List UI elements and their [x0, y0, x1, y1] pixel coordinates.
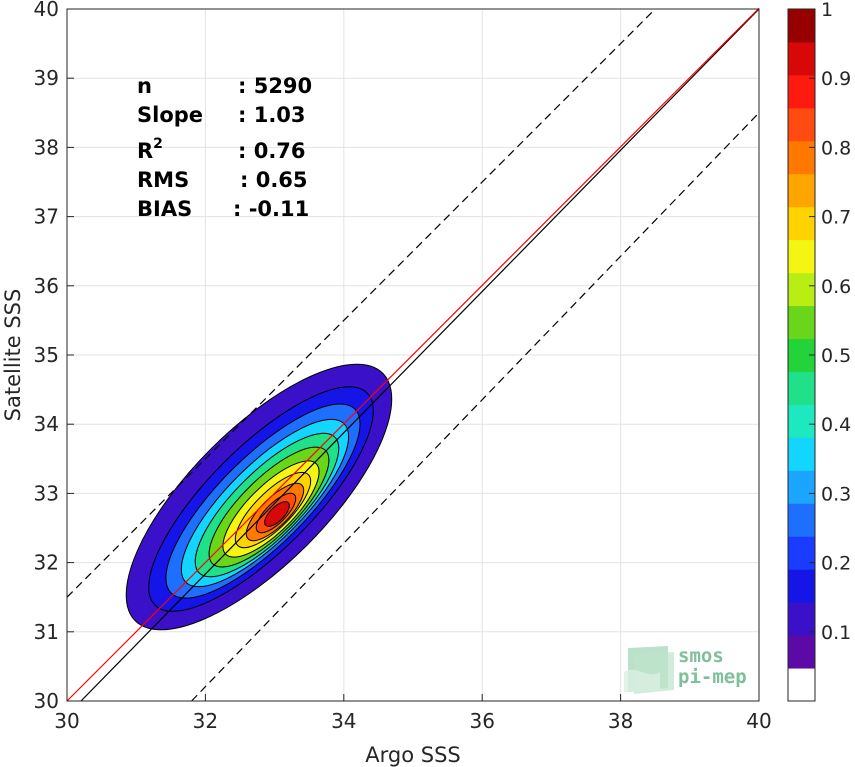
colorbar-tick-label: 1 [821, 0, 833, 21]
colorbar-segment [788, 272, 815, 307]
y-tick-label: 31 [34, 620, 59, 644]
logo-text-pimep: pi-mep [678, 666, 747, 688]
colorbar-segment [788, 437, 815, 471]
reference-lines [66, 7, 760, 702]
stat-label: Slope [137, 103, 203, 127]
x-tick-label: 34 [331, 709, 356, 733]
x-tick-label: 30 [54, 709, 79, 733]
colorbar-tick-label: 0.8 [821, 137, 851, 159]
x-tick-label: 32 [193, 709, 218, 733]
colorbar-segment [788, 470, 815, 504]
y-tick-label: 34 [34, 412, 59, 436]
colorbar-segment [788, 107, 815, 142]
upper-bound-dashed-line [66, 8, 656, 598]
colorbar-segment [788, 569, 815, 603]
x-tick-label: 38 [608, 709, 633, 733]
colorbar-tick-label: 0.7 [821, 207, 851, 229]
colorbar-segment [788, 635, 815, 669]
y-tick-label: 39 [34, 66, 59, 90]
colorbar-segment [788, 9, 815, 43]
density-contour [264, 501, 290, 527]
y-tick-label: 35 [34, 343, 59, 367]
colorbar-segment [788, 140, 815, 175]
colorbar-tick-label: 0.3 [821, 483, 851, 505]
colorbar-segment [788, 173, 815, 208]
stat-label: n [137, 74, 152, 98]
x-tick-label: 36 [469, 709, 494, 733]
colorbar-segment [788, 668, 815, 702]
stat-value: : 0.76 [238, 139, 306, 163]
colorbar-segment [788, 536, 815, 570]
y-axis-ticks: 30 31 32 33 34 35 36 37 38 39 40 [34, 0, 74, 713]
stat-label: BIAS [137, 197, 192, 221]
regression-line [66, 7, 760, 702]
x-axis-label: Argo SSS [365, 743, 460, 767]
y-tick-label: 36 [34, 274, 59, 298]
colorbar-tick-label: 0.1 [821, 622, 851, 644]
colorbar-tick-label: 0.4 [821, 414, 851, 436]
stat-value: : 0.65 [240, 168, 308, 192]
y-tick-label: 38 [34, 135, 59, 159]
logo-text-smos: smos [678, 645, 724, 667]
colorbar-segment [788, 503, 815, 537]
stat-label: RMS [137, 168, 189, 192]
stat-value: : -0.11 [233, 197, 309, 221]
stat-value: : 5290 [238, 74, 312, 98]
colorbar-tick-label: 0.5 [821, 345, 851, 367]
colorbar-segment [788, 371, 815, 405]
logo-waves-icon [624, 646, 674, 694]
colorbar: 0.1 0.2 0.3 0.4 0.5 0.6 0.7 0.8 0.9 1 [787, 0, 851, 702]
colorbar-segment [788, 602, 815, 636]
y-tick-label: 30 [34, 689, 59, 713]
x-tick-label: 40 [746, 709, 771, 733]
y-tick-label: 33 [34, 481, 59, 505]
colorbar-segment [788, 74, 815, 109]
lower-bound-dashed-line [191, 112, 760, 702]
x-axis-ticks: 30 32 34 36 38 40 [54, 694, 772, 733]
smos-pimep-logo: smos pi-mep [624, 645, 747, 694]
colorbar-segment [788, 41, 815, 76]
colorbar-segment [788, 305, 815, 340]
colorbar-segment [788, 206, 815, 241]
colorbar-segment [788, 404, 815, 438]
y-tick-label: 32 [34, 551, 59, 575]
density-contours [125, 363, 393, 631]
stat-label: R2 [137, 136, 163, 163]
identity-line [80, 8, 760, 702]
colorbar-segment [788, 239, 815, 274]
colorbar-tick-label: 0.6 [821, 276, 851, 298]
statistics-box: n : 5290 Slope : 1.03 R2 : 0.76 RMS : 0.65 BIAS:… [137, 74, 312, 221]
colorbar-tick-label: 0.9 [821, 68, 851, 90]
stat-value: : 1.03 [238, 103, 306, 127]
colorbar-tick-label: 0.2 [821, 553, 851, 575]
y-axis-label: Satellite SSS [1, 289, 25, 422]
y-tick-label: 40 [34, 0, 59, 21]
y-tick-label: 37 [34, 205, 59, 229]
